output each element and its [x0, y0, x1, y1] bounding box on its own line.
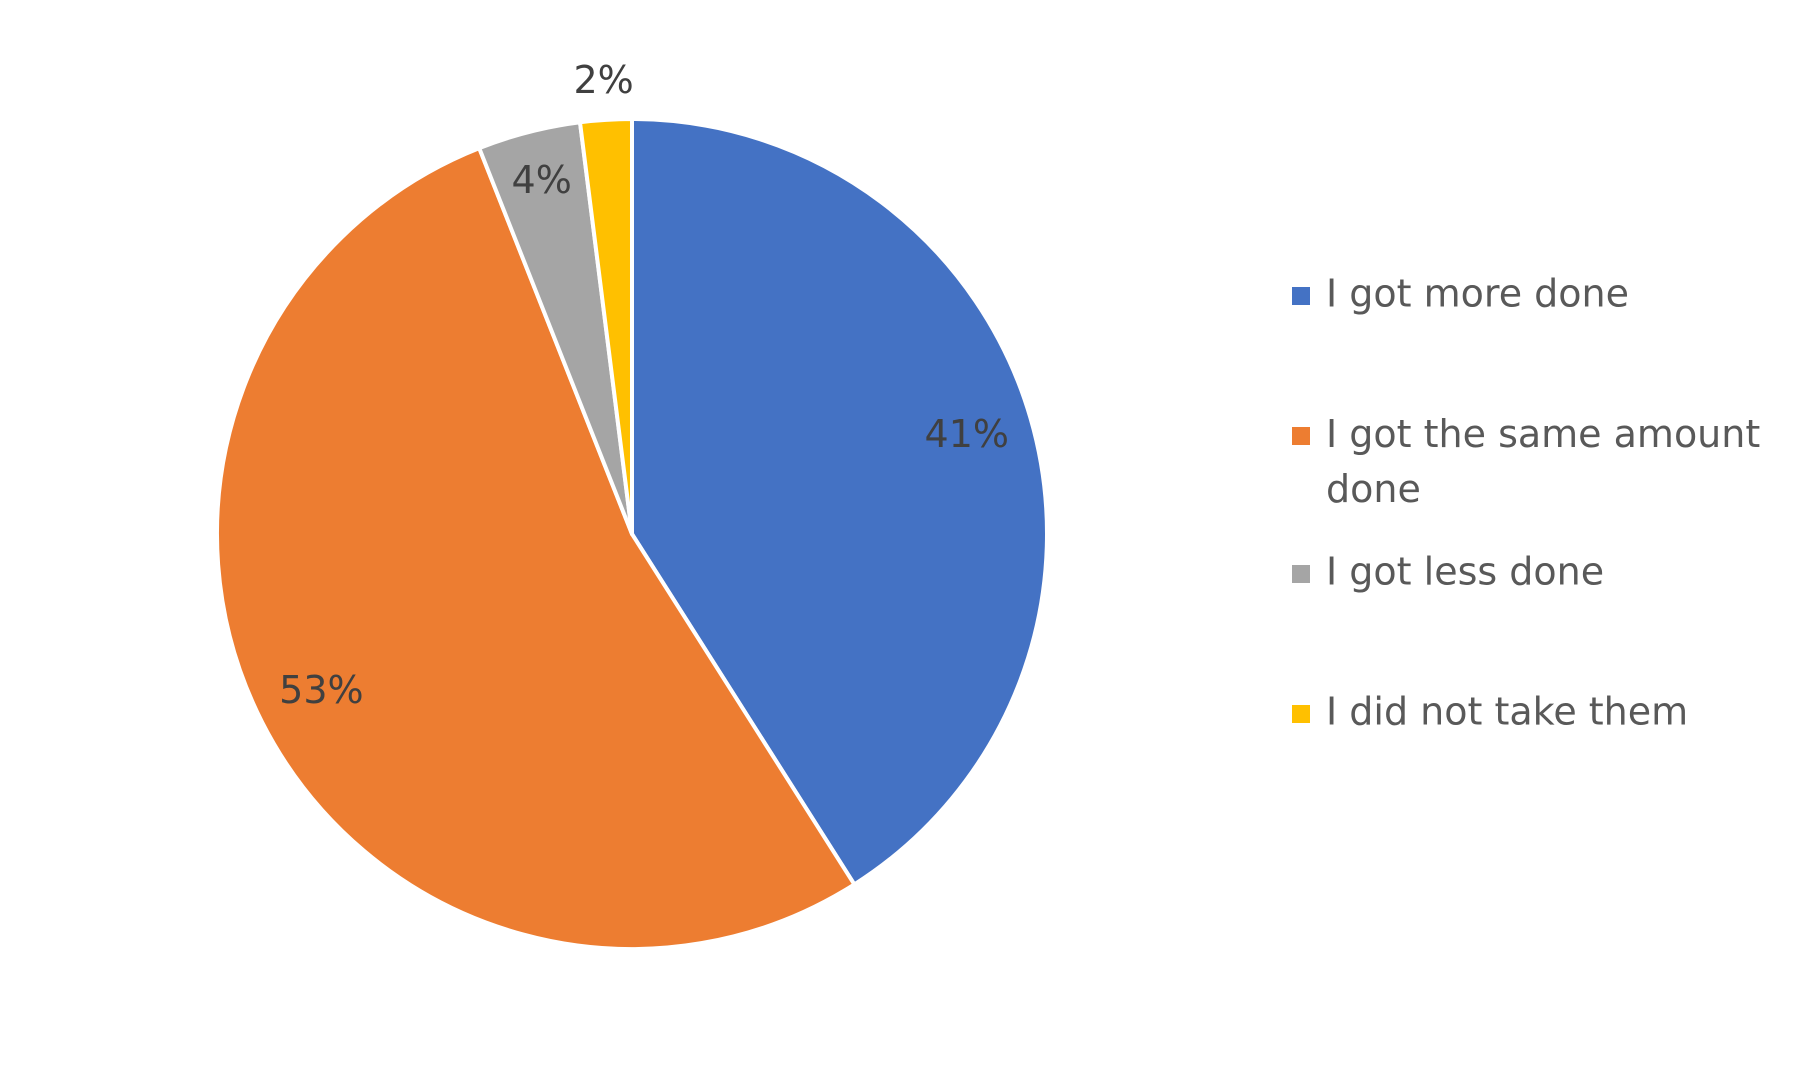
data-label: 2% [573, 58, 633, 102]
legend-label: I got less done [1326, 550, 1604, 594]
legend-label: I did not take them [1326, 690, 1688, 734]
data-label: 41% [925, 412, 1009, 456]
data-label: 4% [512, 158, 572, 202]
pie-slice [577, 117, 634, 536]
legend-label: I got more done [1326, 272, 1629, 316]
legend-label: I got the same amount done [1326, 412, 1760, 511]
legend-swatch [1292, 427, 1310, 445]
pie-slice [630, 117, 1049, 887]
legend-swatch [1292, 287, 1310, 305]
legend-line: done [1326, 467, 1421, 511]
data-label: 53% [279, 668, 363, 712]
legend-line: I got the same amount [1326, 412, 1760, 456]
legend-swatch [1292, 565, 1310, 583]
pie-slice [215, 146, 857, 951]
legend-swatch [1292, 705, 1310, 723]
